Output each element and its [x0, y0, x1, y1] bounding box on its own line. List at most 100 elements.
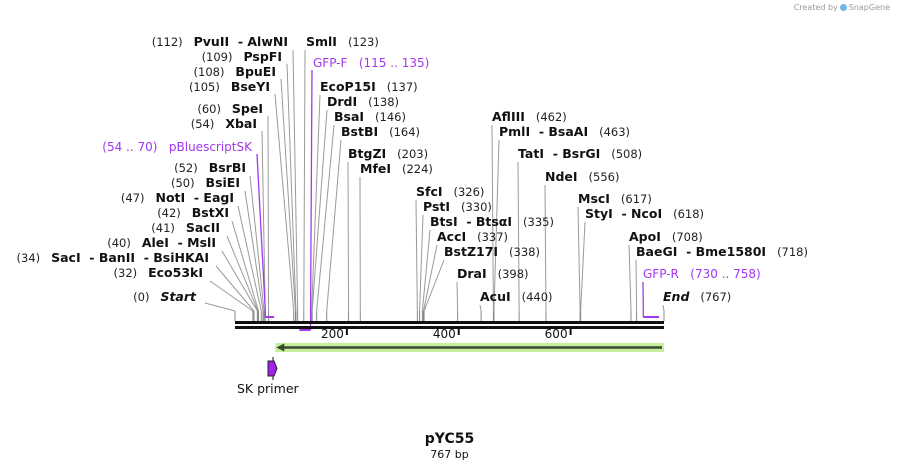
spacer — [221, 102, 232, 116]
site-position: (463) — [599, 125, 630, 139]
enzyme-name: BtgZI — [348, 146, 386, 161]
site-label-end[interactable]: End (767) — [663, 289, 731, 304]
spacer — [376, 80, 387, 94]
site-label-mfei[interactable]: MfeI (224) — [360, 161, 433, 176]
ruler-ticks: 200 400 600 — [321, 327, 572, 341]
site-label-sfci[interactable]: SfcI (326) — [416, 184, 484, 199]
site-label-btsi[interactable]: BtsI - BtsαI (335) — [430, 214, 554, 229]
spacer — [511, 290, 522, 304]
spacer — [175, 221, 186, 235]
primer-label-pbluescriptsk[interactable]: (54 .. 70) pBluescriptSK — [102, 140, 253, 154]
enzyme-name: NotI — [155, 190, 185, 205]
name-separator: - — [229, 34, 247, 49]
enzyme-name: BstZ17I — [444, 244, 498, 259]
primer-label-gfp-f[interactable]: GFP-F (115 .. 135) — [313, 56, 429, 70]
leader-line-eco53ki — [209, 280, 254, 312]
site-label-bstxi[interactable]: (42) BstXI — [157, 205, 229, 220]
site-label-bsai[interactable]: BsaI (146) — [334, 109, 406, 124]
site-label-bstbi[interactable]: BstBI (164) — [341, 124, 420, 139]
site-label-acui[interactable]: AcuI (440) — [480, 289, 553, 304]
name-separator: - — [677, 244, 695, 259]
site-position: (398) — [498, 267, 529, 281]
leader-line-spei — [267, 115, 270, 312]
name-separator: - — [185, 190, 203, 205]
site-position: (718) — [777, 245, 808, 259]
site-label-saci[interactable]: (34) SacI - BanII - BsiHKAI — [17, 250, 209, 265]
leader-line-alei — [221, 250, 258, 312]
site-label-afliii[interactable]: AflIII (462) — [492, 109, 567, 124]
site-position: (138) — [368, 95, 399, 109]
name-separator: - — [544, 146, 562, 161]
site-label-xbai[interactable]: (54) XbaI — [191, 116, 257, 131]
site-position: (462) — [536, 110, 567, 124]
spacer — [661, 230, 672, 244]
site-label-bseyi[interactable]: (105) BseYI — [189, 79, 270, 94]
spacer — [689, 290, 700, 304]
site-label-baegi[interactable]: BaeGI - Bme1580I (718) — [636, 244, 808, 259]
sk-primer-marker[interactable] — [267, 357, 278, 380]
spacer — [378, 125, 389, 139]
site-position: (224) — [402, 162, 433, 176]
site-label-ecop15i[interactable]: EcoP15I (137) — [320, 79, 418, 94]
site-label-btgzi[interactable]: BtgZI (203) — [348, 146, 428, 161]
enzyme-name: BstXI — [192, 205, 229, 220]
site-label-acci[interactable]: AccI (337) — [437, 229, 508, 244]
site-position: (508) — [611, 147, 642, 161]
primer-leader-gfp-f — [309, 69, 313, 330]
spacer — [525, 110, 536, 124]
site-position: (330) — [461, 200, 492, 214]
tick-label: 200 — [321, 327, 344, 341]
site-label-pmli[interactable]: PmlI - BsaAI (463) — [499, 124, 630, 139]
spacer — [498, 245, 509, 259]
site-label-psti[interactable]: PstI (330) — [423, 199, 492, 214]
spacer — [224, 65, 235, 79]
enzyme-name: PvuII — [194, 34, 230, 49]
primer-label-gfp-r[interactable]: GFP-R (730 .. 758) — [643, 267, 761, 281]
enzyme-name: BtsI — [430, 214, 458, 229]
tick-label: 400 — [433, 327, 456, 341]
site-label-apoi[interactable]: ApoI (708) — [629, 229, 703, 244]
site-label-msci[interactable]: MscI (617) — [578, 191, 652, 206]
snapgene-credit: Created by SnapGene — [794, 3, 890, 12]
site-leader-lines — [204, 49, 665, 331]
site-label-bsrbi[interactable]: (52) BsrBI — [174, 160, 246, 175]
spacer — [233, 50, 244, 64]
site-label-ndei[interactable]: NdeI (556) — [545, 169, 619, 184]
enzyme-name: BsrBI — [209, 160, 246, 175]
site-label-drdi[interactable]: DrdI (138) — [327, 94, 399, 109]
site-label-sacii[interactable]: (41) SacII — [151, 220, 220, 235]
site-label-start[interactable]: (0) Start — [133, 289, 197, 304]
spacer — [364, 110, 375, 124]
site-label-pvuii[interactable]: (112) PvuII - AlwNI — [152, 34, 288, 49]
site-label-styi[interactable]: StyI - NcoI (618) — [585, 206, 704, 221]
site-label-drai[interactable]: DraI (398) — [457, 266, 529, 281]
leader-line-acui — [479, 304, 482, 312]
site-label-pspfi[interactable]: (109) PspFI — [202, 49, 282, 64]
spacer — [137, 266, 148, 280]
site-label-eco53ki[interactable]: (32) Eco53kI — [114, 265, 203, 280]
site-label-bpuei[interactable]: (108) BpuEI — [194, 64, 276, 79]
site-label-bsiei[interactable]: (50) BsiEI — [171, 175, 240, 190]
leader-line-end — [662, 304, 665, 312]
site-label-noti[interactable]: (47) NotI - EagI — [121, 190, 234, 205]
spacer — [679, 267, 690, 281]
site-label-tati[interactable]: TatI - BsrGI (508) — [518, 146, 642, 161]
backbone-strand-top — [235, 321, 664, 324]
enzyme-name: AflIII — [492, 109, 525, 124]
site-position: (617) — [621, 192, 652, 206]
site-position: (338) — [509, 245, 540, 259]
name-separator: - — [458, 214, 476, 229]
feature-arrow[interactable] — [275, 343, 664, 352]
site-label-smli[interactable]: SmlI (123) — [306, 34, 379, 49]
tick-mark — [345, 329, 348, 335]
site-label-alei[interactable]: (40) AleI - MslI — [107, 235, 216, 250]
enzyme-name: BsiEI — [206, 175, 240, 190]
enzyme-name: AcuI — [480, 289, 511, 304]
site-label-spei[interactable]: (60) SpeI — [197, 101, 263, 116]
spacer — [357, 95, 368, 109]
enzyme-name: DrdI — [327, 94, 357, 109]
site-label-bstz17i[interactable]: BstZ17I (338) — [444, 244, 540, 259]
spacer — [198, 161, 209, 175]
leader-line-psti — [419, 214, 424, 312]
enzyme-name: Eco53kI — [148, 265, 203, 280]
